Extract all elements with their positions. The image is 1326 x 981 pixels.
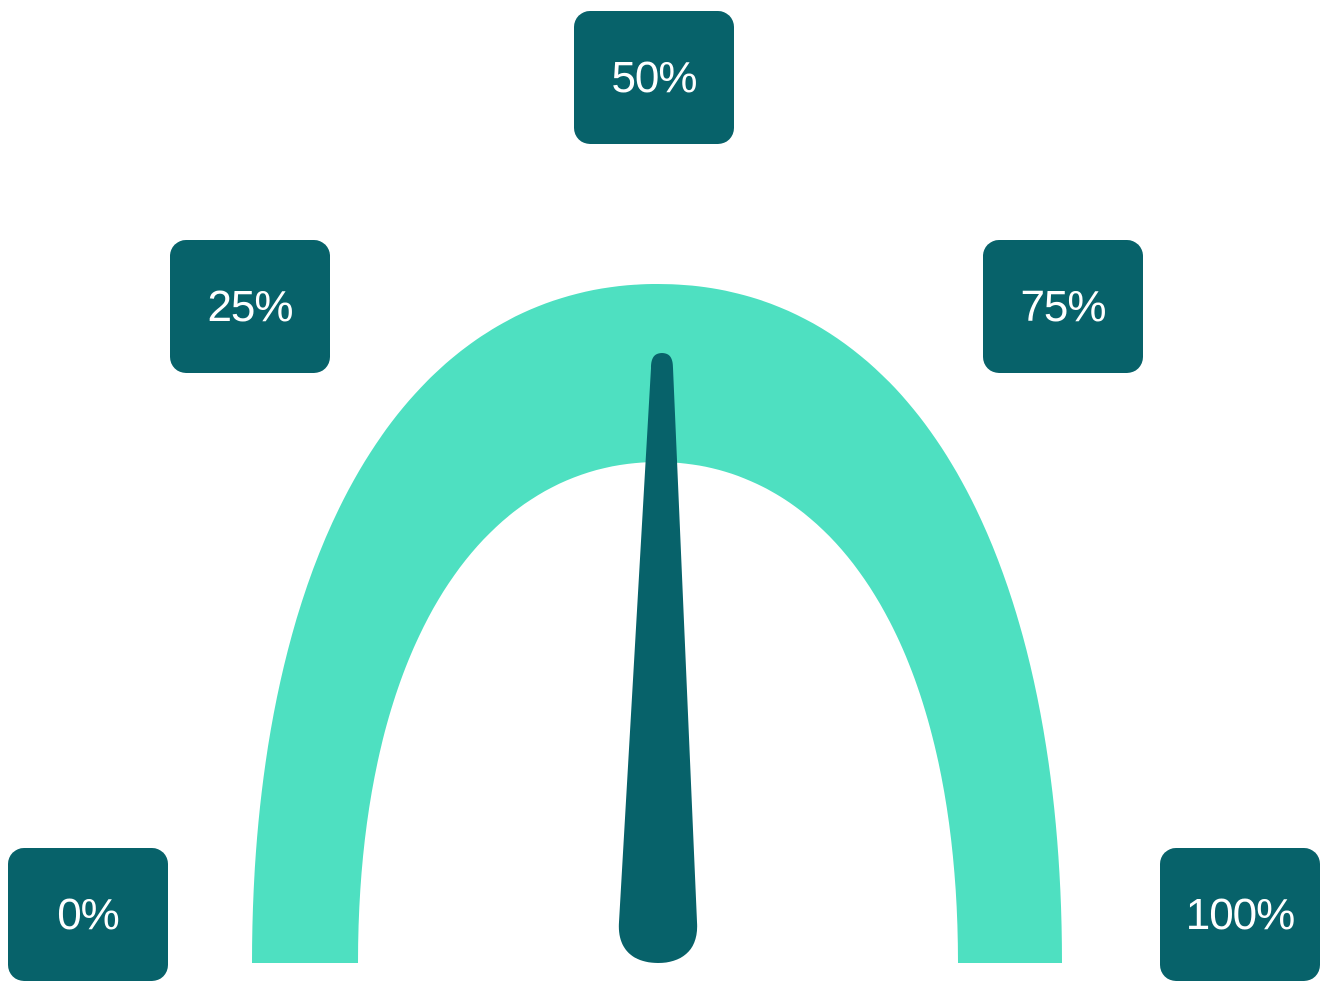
gauge-needle [618,353,698,963]
gauge-arc [252,284,1062,963]
tick-label-0: 0% [8,848,168,981]
tick-label-25: 25% [170,240,330,373]
tick-label-75: 75% [983,240,1143,373]
tick-label-100: 100% [1160,848,1320,981]
tick-label-50: 50% [574,11,734,144]
